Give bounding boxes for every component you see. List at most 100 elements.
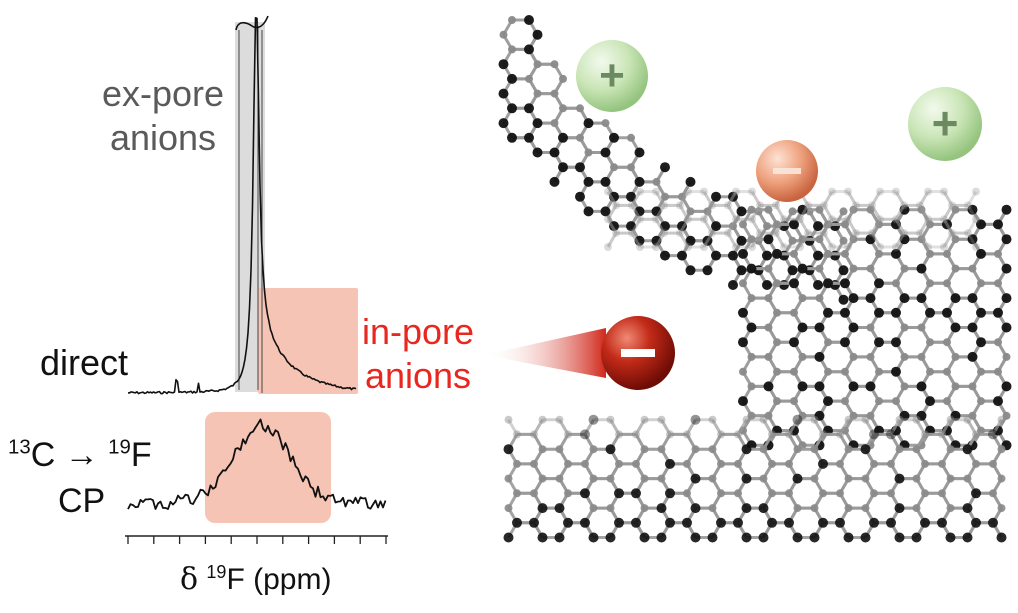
carbon-bond [609, 418, 621, 436]
carbon-atom [899, 204, 910, 215]
carbon-atom [741, 444, 752, 455]
carbon-atom [747, 235, 756, 244]
carbon-atom [742, 415, 751, 424]
carbon-atom [513, 489, 521, 498]
carbon-bond [654, 204, 666, 221]
carbon-atom [768, 489, 776, 498]
carbon-atom [636, 187, 644, 196]
carbon-atom [900, 352, 909, 361]
carbon-bond [894, 204, 906, 221]
carbon-atom [763, 381, 774, 392]
carbon-atom [711, 221, 721, 232]
carbon-atom [876, 215, 884, 224]
carbon-atom [994, 279, 1002, 288]
carbon-bond [870, 204, 882, 221]
carbon-atom [925, 307, 935, 318]
cp-from-nucleus: C [30, 436, 56, 474]
carbon-atom [738, 396, 748, 407]
carbon-atom [824, 249, 832, 258]
carbon-atom [530, 459, 538, 468]
carbon-bond [630, 232, 642, 248]
carbon-atom [943, 249, 951, 258]
carbon-atom [703, 207, 712, 216]
carbon-atom [763, 234, 774, 245]
carbon-atom [968, 411, 977, 420]
carbon-atom [736, 265, 747, 276]
carbon-atom [503, 444, 514, 455]
carbon-atom [665, 517, 675, 528]
carbon-atom [1002, 352, 1011, 361]
carbon-atom [711, 250, 721, 261]
carbon-bond [654, 232, 666, 248]
carbon-atom [790, 308, 798, 317]
carbon-atom [916, 293, 927, 304]
carbon-atom [555, 415, 564, 424]
carbon-atom [685, 265, 696, 276]
carbon-bond [966, 418, 978, 436]
carbon-atom [798, 294, 807, 303]
carbon-atom [656, 503, 667, 514]
carbon-atom [634, 176, 645, 187]
cp-to-mass-number: 19 [108, 436, 131, 459]
ex-pore-label: ex-pore anions [93, 72, 233, 160]
carbon-atom [636, 243, 644, 251]
carbon-atom [977, 397, 985, 406]
carbon-atom [685, 176, 696, 187]
carbon-atom [844, 504, 853, 513]
carbon-atom [860, 444, 871, 455]
carbon-atom [968, 382, 977, 391]
carbon-atom [809, 532, 820, 543]
carbon-atom [739, 367, 747, 376]
carbon-atom [652, 215, 660, 224]
carbon-bond [606, 232, 618, 248]
carbon-bond [942, 232, 954, 248]
in-pore-highlight-direct [258, 288, 358, 394]
carbon-bond [822, 218, 834, 234]
carbon-bond [606, 204, 618, 221]
carbon-atom [848, 293, 859, 304]
carbon-atom [537, 532, 548, 543]
carbon-atom [938, 489, 946, 498]
carbon-atom [764, 411, 773, 420]
carbon-atom [838, 265, 849, 276]
carbon-atom [685, 235, 696, 246]
carbon-atom [844, 243, 852, 251]
x-axis-label: δ 19F (ppm) [180, 562, 331, 597]
carbon-atom [564, 459, 572, 468]
cation-top-left: + [576, 40, 648, 112]
carbon-atom [728, 280, 738, 290]
carbon-atom [924, 187, 932, 196]
carbon-atom [640, 445, 649, 454]
carbon-atom [852, 201, 860, 210]
carbon-bond [654, 218, 666, 234]
carbon-atom [533, 89, 542, 98]
carbon-atom [814, 351, 825, 362]
carbon-bond [750, 232, 762, 248]
carbon-atom [972, 459, 980, 468]
carbon-bond [870, 190, 882, 207]
carbon-atom [734, 459, 742, 468]
carbon-bond [870, 232, 882, 248]
carbon-atom [963, 415, 972, 424]
carbon-atom [660, 221, 670, 232]
carbon-atom [976, 219, 986, 230]
carbon-bond [774, 232, 786, 248]
carbon-atom [948, 201, 956, 210]
carbon-atom [971, 517, 981, 528]
carbon-atom [868, 201, 876, 210]
carbon-bond [678, 232, 690, 248]
carbon-atom [626, 221, 636, 232]
carbon-atom [584, 148, 593, 157]
carbon-bond [966, 204, 978, 221]
carbon-atom [504, 474, 513, 483]
carbon-bond [918, 204, 930, 221]
carbon-atom [841, 426, 849, 435]
carbon-atom [583, 176, 594, 187]
carbon-bond [894, 190, 906, 207]
carbon-atom [804, 229, 812, 238]
carbon-atom [665, 488, 675, 499]
carbon-atom [563, 517, 573, 528]
carbon-atom [651, 235, 662, 246]
carbon-bond [915, 418, 927, 436]
